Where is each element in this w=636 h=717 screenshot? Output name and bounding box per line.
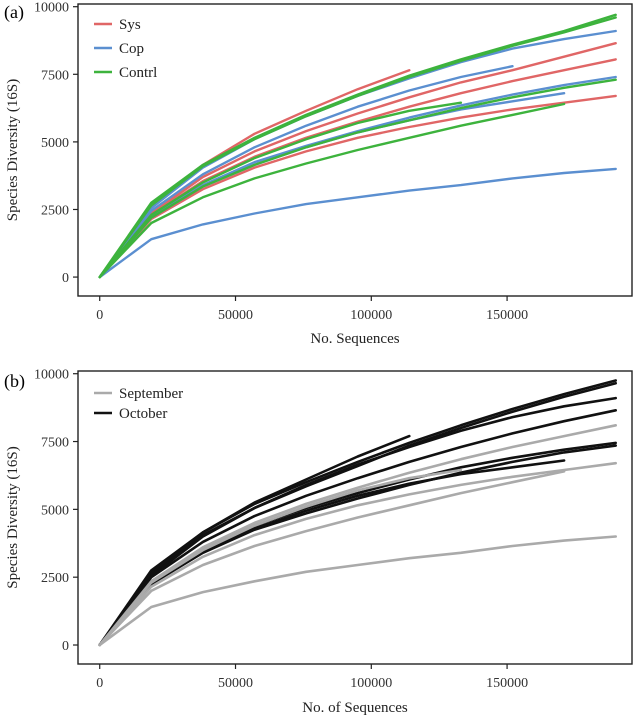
legend-label: October	[119, 406, 167, 422]
x-tick-label: 150000	[486, 676, 528, 691]
x-tick-label: 100000	[350, 308, 392, 323]
series-group	[98, 379, 617, 647]
y-tick-label: 2500	[41, 203, 69, 218]
series-line-cop	[98, 65, 514, 279]
y-tick-label: 0	[62, 639, 69, 654]
series-line-september	[98, 468, 463, 647]
legend-label: Contrl	[119, 65, 157, 81]
series-group	[98, 13, 617, 279]
series-line-sys	[98, 42, 617, 279]
legend-label: Sys	[119, 17, 141, 33]
x-tick-label: 0	[96, 676, 103, 691]
x-axis-title: No. Sequences	[310, 331, 399, 347]
series-line-cop	[98, 92, 566, 279]
series-line-sys	[98, 69, 411, 279]
series-line-october	[98, 396, 617, 647]
x-tick-label: 50000	[218, 308, 253, 323]
legend-label: September	[119, 386, 183, 402]
x-axis-title: No. of Sequences	[302, 700, 408, 716]
series-line-contrl	[98, 78, 617, 279]
x-tick-label: 100000	[350, 676, 392, 691]
series-line-cop	[98, 29, 617, 279]
series-line-october	[98, 444, 617, 647]
y-tick-label: 7500	[41, 68, 69, 83]
panel-b-september-october: (b) 0 50000 100000 150000 0 2500 5000 7500 10000 N…	[4, 368, 633, 716]
legend-label: Cop	[119, 41, 144, 57]
y-axis-title: Species Diversity (16S)	[5, 79, 21, 221]
series-line-october	[98, 409, 617, 647]
series-line-september	[98, 535, 617, 647]
series-line-september	[98, 461, 617, 647]
y-tick-label: 2500	[41, 571, 69, 586]
y-tick-label: 10000	[34, 1, 69, 16]
y-axis-title: Species Diversity (16S)	[5, 446, 21, 588]
y-tick-label: 10000	[34, 368, 69, 383]
x-tick-label: 150000	[486, 308, 528, 323]
series-line-contrl	[98, 16, 617, 279]
series-line-contrl	[98, 13, 617, 279]
y-tick-label: 0	[62, 271, 69, 286]
y-tick-label: 5000	[41, 503, 69, 518]
series-line-contrl	[98, 102, 566, 279]
series-line-contrl	[98, 101, 463, 279]
series-line-cop	[98, 167, 617, 279]
series-line-september	[98, 424, 617, 647]
series-line-sys	[98, 94, 617, 279]
x-tick-label: 0	[96, 308, 103, 323]
series-line-october	[98, 379, 617, 647]
panel-label: (b)	[4, 371, 25, 392]
panel-a-sys-cop-contrl: (a) 0 50000 100000 150000 0 2500 5000 7500 10000 N…	[4, 1, 633, 347]
plot-frame	[77, 3, 633, 297]
x-tick-label: 50000	[218, 676, 253, 691]
y-tick-label: 7500	[41, 436, 69, 451]
series-line-october	[98, 434, 411, 647]
plot-frame	[77, 370, 633, 665]
series-line-october	[98, 381, 617, 647]
series-line-september	[98, 470, 566, 647]
y-tick-label: 5000	[41, 136, 69, 151]
panel-label: (a)	[4, 2, 24, 23]
